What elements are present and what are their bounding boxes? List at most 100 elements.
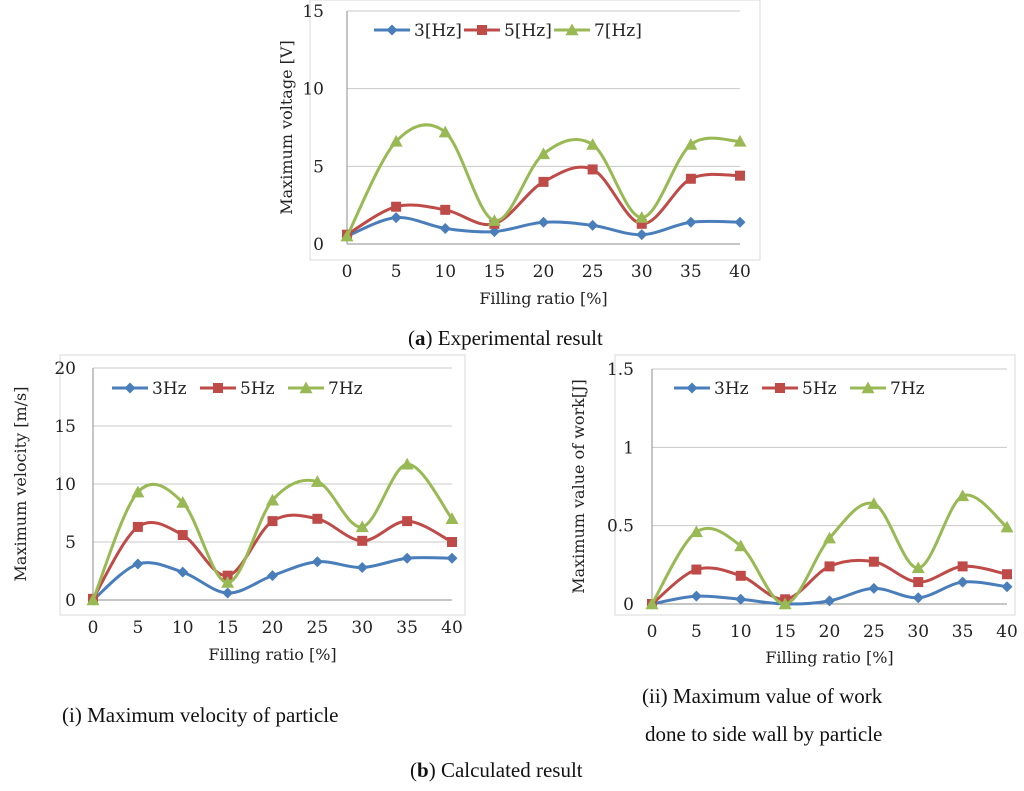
legend-marker [299, 381, 313, 394]
x-tick-label: 0 [342, 262, 353, 282]
series-7hz [645, 489, 1014, 610]
data-point [734, 216, 746, 228]
legend-marker [686, 382, 698, 394]
data-point [636, 218, 647, 229]
chart-a: 0 5 10 15 0 5 10 15 20 25 30 35 40 Filling ratio [%] M… [277, 0, 761, 308]
legend-marker [477, 25, 487, 35]
y-tick-label: 0 [313, 235, 324, 255]
x-tick-label: 25 [307, 618, 329, 638]
chart-b-i: 0 5 10 15 20 0 5 10 15 20 25 30 35 40 Filling ratio [%… [11, 354, 466, 664]
legend-marker [565, 23, 579, 36]
x-tick-label: 30 [351, 618, 373, 638]
x-tick-label: 5 [391, 262, 402, 282]
x-tick-label: 20 [819, 622, 841, 642]
data-point [357, 535, 368, 546]
data-point [487, 214, 501, 226]
legend-label: 5Hz [802, 379, 837, 399]
data-point [391, 201, 402, 212]
x-tick-label: 10 [172, 618, 194, 638]
data-point [132, 521, 143, 532]
series-line [91, 462, 454, 601]
data-point [538, 176, 549, 187]
caption-b-i: (i) Maximum velocity of particle [62, 703, 339, 727]
x-tick-label: 15 [217, 618, 239, 638]
data-point [310, 475, 324, 487]
data-point [957, 576, 969, 588]
data-point [913, 577, 924, 588]
x-tick-label: 20 [533, 262, 555, 282]
series-7-hz- [340, 123, 747, 242]
caption-b-ii-line2: done to side wall by particle [645, 722, 883, 746]
data-point [446, 552, 458, 564]
data-point [400, 457, 414, 470]
x-tick-label: 10 [434, 262, 456, 282]
data-point [868, 582, 880, 594]
x-tick-label: 30 [631, 262, 653, 282]
x-tick-label: 25 [863, 622, 885, 642]
data-point [685, 216, 697, 228]
data-point [267, 570, 278, 582]
x-tick-label: 5 [132, 618, 143, 638]
data-point [1001, 581, 1013, 593]
y-axis-label: Maximum velocity [m/s] [11, 387, 30, 582]
x-tick-label: 20 [262, 618, 284, 638]
data-point [868, 556, 879, 567]
data-point [538, 216, 549, 228]
x-tick-label: 35 [680, 262, 702, 282]
data-point [685, 173, 696, 184]
data-point [267, 516, 278, 527]
data-point [356, 562, 368, 574]
data-point [222, 570, 233, 581]
data-point [132, 558, 144, 570]
data-point [824, 595, 835, 607]
data-point [488, 226, 500, 238]
data-point [735, 593, 747, 605]
legend-label: 7Hz [890, 379, 925, 399]
x-tick-label: 35 [952, 622, 974, 642]
data-point [390, 212, 402, 224]
x-tick-label: 0 [647, 622, 658, 642]
x-tick-label: 35 [396, 618, 418, 638]
data-point [266, 493, 279, 506]
y-tick-label: 0 [65, 591, 76, 611]
data-point [636, 229, 648, 241]
x-tick-label: 30 [907, 622, 929, 642]
legend-marker [213, 383, 223, 393]
x-tick-label: 15 [484, 262, 506, 282]
data-point [957, 561, 968, 572]
data-point [355, 520, 369, 533]
legend-label: 3[Hz] [414, 21, 462, 41]
data-point [645, 597, 659, 610]
plot-area [59, 354, 466, 616]
data-point [587, 164, 598, 175]
y-tick-label: 5 [313, 157, 324, 177]
data-point [221, 576, 235, 588]
data-point [911, 561, 925, 574]
data-point [177, 566, 189, 578]
caption-a-letter: a [415, 326, 426, 350]
data-point [823, 531, 836, 544]
data-point [735, 570, 746, 581]
y-tick-label: 10 [302, 80, 324, 100]
y-tick-label: 5 [65, 533, 76, 553]
caption-a-text: Experimental result [432, 326, 603, 350]
caption-b-text: Calculated result [435, 758, 583, 782]
x-axis-label: Filling ratio [%] [208, 645, 336, 664]
y-tick-label: 15 [302, 2, 324, 22]
legend-marker [861, 381, 875, 394]
data-point [438, 125, 452, 138]
data-point [689, 525, 703, 538]
caption-b-letter: b [417, 758, 429, 782]
caption-b: (b) Calculated result [410, 758, 583, 782]
data-point [824, 561, 835, 572]
legend-label: 3Hz [714, 379, 749, 399]
y-tick-label: 0.5 [607, 517, 634, 537]
y-axis-label: Maximum voltage [V] [277, 40, 296, 214]
legend: 3Hz 5Hz 7Hz [112, 379, 363, 399]
data-point [733, 134, 747, 147]
data-point [340, 229, 354, 242]
data-point [177, 530, 188, 541]
data-point [401, 552, 413, 564]
legend-label: 3Hz [152, 379, 187, 399]
